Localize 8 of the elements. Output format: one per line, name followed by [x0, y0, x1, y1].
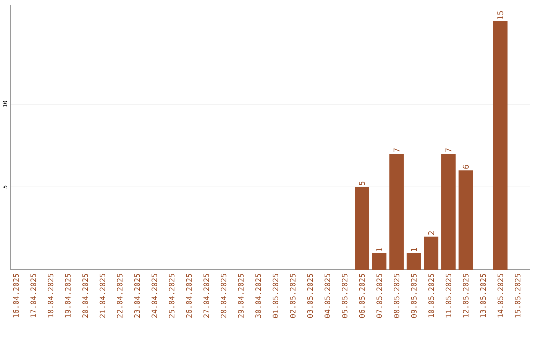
bar — [406, 253, 422, 270]
bar — [355, 187, 370, 270]
bar — [372, 253, 387, 270]
bar — [493, 22, 508, 270]
bar — [424, 236, 439, 270]
bar — [458, 170, 474, 270]
bar — [442, 154, 456, 270]
bar — [390, 154, 404, 270]
